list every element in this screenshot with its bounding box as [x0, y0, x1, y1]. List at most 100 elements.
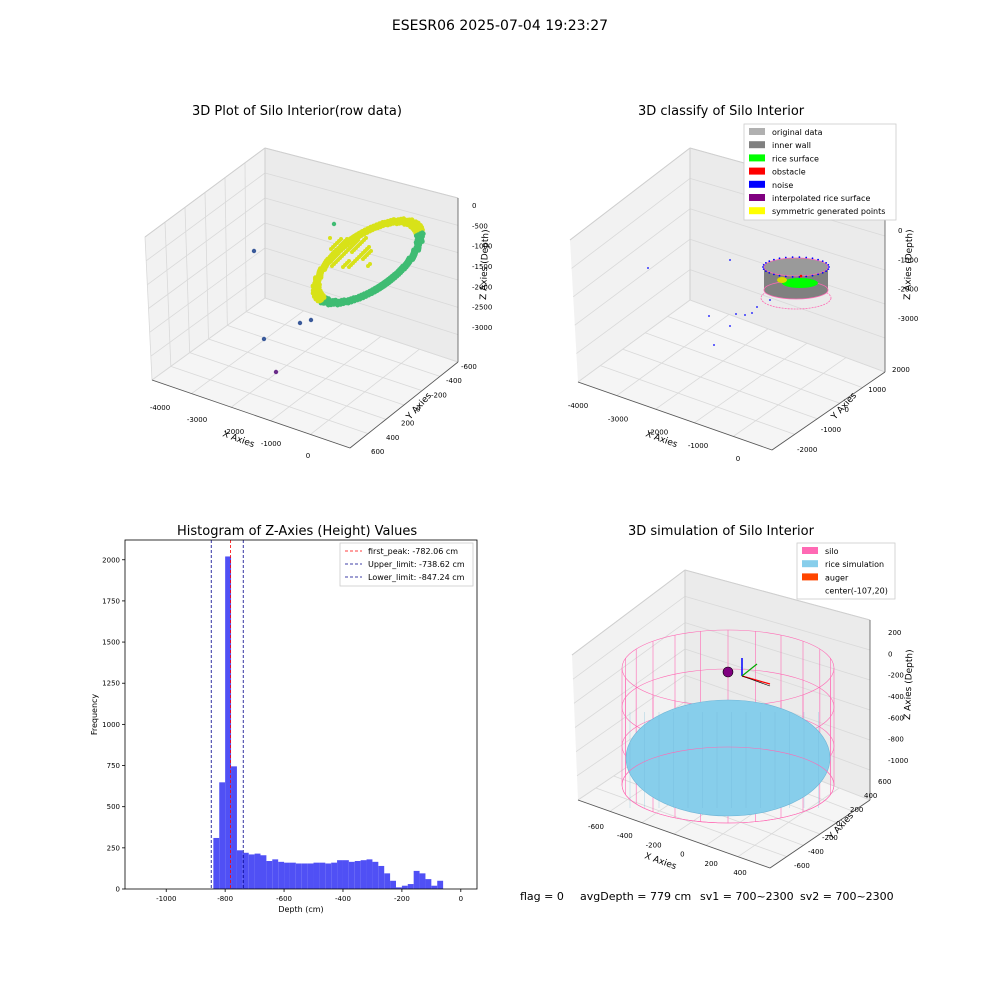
classify-noise-point — [762, 264, 765, 266]
classify-noise-point — [805, 256, 808, 259]
raw-outlier-point — [331, 221, 337, 227]
simulation-gridline — [575, 675, 686, 752]
histogram-title: Histogram of Z-Axies (Height) Values — [177, 524, 418, 539]
histogram-legend: first_peak: -782.06 cm Upper_limit: -738.… — [339, 542, 474, 587]
raw-gridline — [184, 207, 191, 353]
simulation-edge — [571, 569, 686, 656]
classify-noise-point — [765, 262, 767, 264]
histogram-bar — [231, 766, 237, 889]
histogram-legend-label: first_peak: -782.06 cm — [368, 547, 458, 556]
classify-legend-box — [743, 123, 897, 221]
simulation-legend-label: center(-107,20) — [825, 587, 888, 596]
classify-legend-label: rice surface — [772, 154, 819, 163]
histogram-plot — [122, 539, 478, 892]
classify-symmetric-points — [777, 277, 787, 283]
histogram-bar — [289, 862, 296, 889]
raw-axes — [144, 147, 459, 449]
histogram-bar — [348, 861, 355, 889]
simulation-y-tick-label: -600 — [794, 862, 810, 870]
classify-pane-left — [570, 148, 690, 382]
histogram-x-tick-label: -400 — [335, 895, 351, 903]
classify-gridline — [600, 365, 795, 435]
raw-gridline — [189, 352, 387, 420]
classify-noise-point — [821, 272, 824, 274]
classify-legend-swatch — [749, 141, 765, 149]
histogram-bar — [295, 863, 302, 889]
simulation-y-tick-label: 0 — [836, 820, 840, 828]
classify-noise-point — [791, 276, 794, 278]
classify-noise-point — [765, 270, 767, 272]
simulation-z-tick-label: -200 — [888, 672, 904, 680]
histogram-y-tick-label: 0 — [116, 886, 120, 894]
histogram-bar — [390, 880, 396, 889]
raw-pane-floor — [152, 298, 458, 448]
histogram-x-axis-label: Depth (cm) — [278, 905, 323, 914]
raw-x-tick-label: 0 — [306, 452, 310, 460]
simulation-x-tick-label: -400 — [617, 832, 633, 840]
classify-noise-point — [768, 260, 771, 262]
classify-noise-point — [791, 256, 794, 258]
raw-gridline — [264, 197, 459, 254]
classify-noise-point — [751, 312, 753, 314]
raw-gridline — [204, 192, 209, 340]
classify-noise-point — [756, 306, 758, 308]
classify-z-tick-label: -2000 — [898, 286, 918, 294]
simulation-z-tick-label: -400 — [888, 693, 904, 701]
classify-edge — [569, 147, 691, 241]
raw-outlier-point — [251, 248, 257, 254]
classify-y-tick-label: -1000 — [821, 426, 841, 434]
classify-noise-point — [708, 315, 710, 317]
histogram-bar — [313, 862, 320, 889]
classify-noise-point — [784, 275, 787, 278]
classify-legend-swatch — [749, 128, 765, 135]
classify-noise-point — [769, 299, 771, 301]
classify-noise-point — [821, 260, 824, 262]
histogram-bar — [401, 885, 408, 889]
classify-legend-label: symmetric generated points — [772, 207, 885, 216]
footer-sv1: sv1 = 700~2300 — [700, 890, 794, 903]
raw-data-point — [369, 249, 373, 253]
simulation-z-tick-label: 200 — [888, 629, 901, 637]
histogram-y-axis-label: Frequency — [90, 694, 99, 736]
histogram-y-tick-label: 500 — [107, 803, 120, 811]
raw-outlier-point — [297, 320, 303, 326]
auger-axis-y — [741, 663, 758, 677]
classify-wall-top — [763, 257, 829, 277]
simulation-x-tick-label: 0 — [680, 851, 684, 859]
histogram-bar — [254, 853, 261, 889]
histogram-bar — [225, 556, 232, 889]
raw-gridline — [264, 222, 459, 281]
raw-gridline — [164, 222, 172, 367]
raw-data-point — [347, 259, 351, 263]
classify-pane-floor — [578, 300, 885, 450]
classify-noise-point — [778, 257, 781, 260]
classify-rice-surface — [782, 278, 818, 288]
histogram-y-tick-label: 1000 — [102, 721, 120, 729]
histogram-bar — [419, 873, 426, 889]
raw-x-tick-label: -3000 — [187, 416, 207, 424]
classify-legend-label: inner wall — [772, 141, 811, 150]
histogram-bar — [307, 863, 314, 889]
raw-z-tick-label: 0 — [472, 202, 476, 210]
classify-x-tick-label: -4000 — [568, 402, 588, 410]
classify-legend-label: interpolated rice surface — [772, 194, 870, 203]
simulation-gridline — [574, 648, 686, 728]
classify-gridline — [577, 299, 691, 383]
raw-z-tick-label: -3000 — [472, 324, 492, 332]
classify-z-axis-label: Z Axies (Depth) — [903, 229, 915, 300]
histogram-bar — [278, 861, 285, 889]
histogram-y-tick-label: 250 — [107, 844, 120, 852]
classify-legend: original data inner wall rice surface obsta… — [743, 123, 897, 221]
classify-gridline — [571, 178, 691, 269]
raw-outlier-point — [261, 336, 267, 342]
classify-gridline — [576, 269, 691, 354]
raw-axis-line — [151, 379, 351, 449]
rice-simulation-surface — [625, 699, 831, 817]
classify-noise-point — [729, 259, 731, 261]
raw-gridline — [144, 236, 153, 381]
raw-y-tick-label: -400 — [446, 377, 462, 385]
classify-y-tick-label: -2000 — [797, 446, 817, 454]
classify-legend-label: original data — [772, 128, 823, 137]
raw-z-tick-label: -1000 — [472, 243, 492, 251]
